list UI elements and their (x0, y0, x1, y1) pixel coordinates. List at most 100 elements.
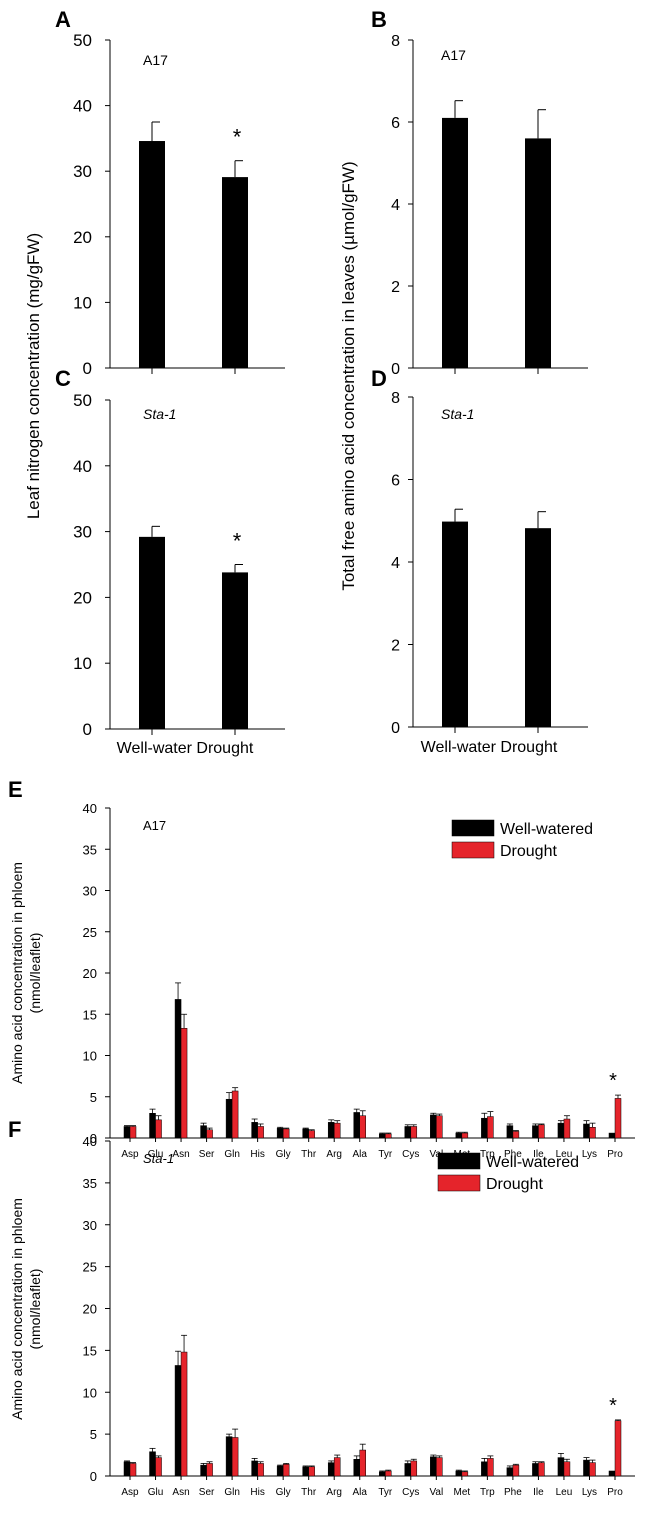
bar-thr-well-watered (302, 1466, 309, 1477)
bar-ile-well-watered (532, 1125, 539, 1139)
bar-well-water (442, 117, 468, 369)
bar-asp-well-watered (123, 1461, 131, 1477)
bar-asn-well-watered (174, 1365, 182, 1477)
y-tick-label: 8 (391, 33, 400, 50)
bar-pro-drought (614, 1098, 622, 1139)
bar-cys-well-watered (404, 1126, 412, 1139)
y-tick-label: 2 (391, 638, 400, 655)
significance-marker: * (609, 1070, 617, 1092)
bar-pro-well-watered (608, 1470, 616, 1477)
y-tick-label: 0 (391, 361, 400, 378)
y-tick-label: 15 (83, 1007, 97, 1022)
bar-leu-drought (563, 1461, 571, 1477)
bar-phe-well-watered (506, 1467, 514, 1477)
y-tick-label: 6 (391, 115, 400, 132)
bar-lys-drought (589, 1462, 596, 1477)
bar-glu-well-watered (149, 1451, 156, 1477)
bar-drought (222, 572, 248, 729)
bar-pro-well-watered (608, 1132, 616, 1139)
x-tick-label: Asp (121, 1149, 139, 1160)
y-tick-label: 35 (83, 1176, 97, 1191)
bar-drought (222, 177, 248, 368)
bar-leu-drought (563, 1118, 571, 1139)
y-tick-label: 50 (73, 391, 92, 410)
y-tick-label: 40 (83, 1134, 97, 1149)
bar-ser-well-watered (200, 1125, 207, 1139)
y-tick-label: 40 (73, 97, 92, 116)
bar-met-well-watered (455, 1470, 463, 1477)
legend-swatch-well-watered (451, 819, 495, 837)
y-tick-label: 10 (83, 1049, 97, 1064)
panel-letter: C (55, 366, 71, 391)
x-tick-label: Gln (224, 1149, 240, 1160)
legend-swatch-well-watered (437, 1152, 481, 1170)
bar-gln-well-watered (225, 1436, 233, 1477)
panel-letter: D (371, 366, 387, 391)
y-tick-label: 2 (391, 279, 400, 296)
panel-e: E A17 Amino acid concentration in phloem (n… (8, 777, 635, 1160)
bar-cys-drought (410, 1460, 418, 1477)
x-axis-title-right: Well-water Drought (421, 739, 558, 756)
panel-title: A17 (143, 52, 168, 68)
x-tick-label: His (250, 1149, 264, 1160)
bar-trp-drought (487, 1116, 494, 1139)
bar-his-drought (257, 1463, 264, 1477)
x-tick-label: Ile (533, 1149, 544, 1160)
panel-title: Sta-1 (143, 1151, 174, 1166)
bar-tyr-drought (385, 1470, 392, 1477)
panel-c: C Sta-1 0 10 20 30 40 50 * (55, 366, 285, 739)
x-tick-label: Ile (533, 1487, 544, 1498)
bar-arg-well-watered (327, 1462, 335, 1477)
y-tick-label: 4 (391, 197, 400, 214)
bar-gly-drought (282, 1464, 290, 1477)
y-tick-label: 0 (83, 359, 92, 378)
bar-gly-well-watered (276, 1465, 284, 1477)
y-tick-label: 20 (83, 1302, 97, 1317)
x-tick-label: Asn (172, 1487, 189, 1498)
y-tick-label: 5 (90, 1090, 97, 1105)
x-tick-label: Lys (582, 1149, 597, 1160)
bar-arg-well-watered (327, 1122, 335, 1139)
y-axis-title-left: Leaf nitrogen concentration (mg/gFW) (24, 233, 43, 519)
y-tick-label: 0 (83, 720, 92, 739)
bar-thr-well-watered (302, 1128, 309, 1139)
y-tick-label: 30 (73, 523, 92, 542)
bar-drought (525, 138, 551, 368)
bar-phe-drought (512, 1131, 520, 1139)
x-tick-label: Tyr (378, 1487, 393, 1498)
y-tick-label: 4 (391, 555, 400, 572)
y-tick-label: 30 (83, 1218, 97, 1233)
x-tick-label: Tyr (378, 1149, 393, 1160)
panel-title: A17 (143, 818, 166, 833)
x-tick-label: Trp (480, 1487, 495, 1498)
x-tick-label: Ser (199, 1149, 215, 1160)
bar-gln-drought (231, 1437, 239, 1477)
x-tick-label: Glu (148, 1487, 164, 1498)
panel-a: A A17 0 10 20 30 40 50 * (55, 7, 285, 378)
legend-swatch-drought (451, 841, 495, 859)
bar-tyr-well-watered (379, 1471, 386, 1477)
bar-leu-well-watered (557, 1457, 565, 1477)
y-axis-title-unit: (nmol/leaflet) (27, 1269, 43, 1350)
panel-f: F Sta-1 Amino acid concentration in phloem… (8, 1117, 635, 1498)
bar-arg-drought (333, 1457, 341, 1477)
bar-ser-drought (206, 1463, 213, 1477)
bar-asn-drought (180, 1351, 188, 1477)
panel-letter: F (8, 1117, 21, 1142)
x-tick-label: Cys (402, 1149, 419, 1160)
bar-well-water (442, 521, 468, 727)
y-tick-label: 10 (73, 293, 92, 312)
legend-label-drought: Drought (486, 1176, 543, 1193)
bar-trp-well-watered (481, 1117, 488, 1139)
y-axis-title-right: Total free amino acid concentration in l… (339, 161, 358, 590)
bar-gln-drought (231, 1090, 239, 1139)
significance-marker: * (233, 125, 242, 150)
bar-asn-drought (180, 1028, 188, 1139)
panel-title: Sta-1 (143, 406, 176, 422)
panel-letter: E (8, 777, 23, 802)
legend-label-well-watered: Well-watered (500, 821, 593, 838)
panel-title: Sta-1 (441, 406, 474, 422)
x-tick-label: Ser (199, 1487, 215, 1498)
bar-met-drought (461, 1132, 469, 1139)
